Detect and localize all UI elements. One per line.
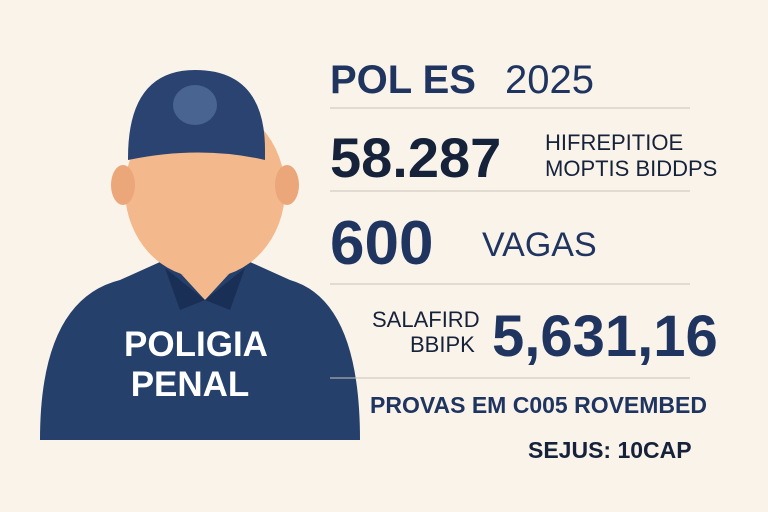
officer-figure [40,70,360,440]
stat-label: BBIPK [410,332,475,357]
stat-label: HIFREPITIOE [545,130,683,155]
stat-value: 58.287 [330,126,501,189]
stat-label: SALAFIRD [372,307,480,332]
footer-text: SEJUS: 10CAP [528,437,692,463]
stat-value: 5,631,16 [492,304,718,369]
stat-label: MOPTIS BIDDPS [545,156,717,181]
stat-value: 600 [330,209,433,278]
stat-label: VAGAS [482,226,597,264]
badge-text: POLIGIA [124,325,268,364]
badge-text: PENAL [131,365,250,404]
footer-text: PROVAS EM C005 ROVEMBED [370,392,707,418]
headline-title: POL ES [330,58,476,102]
headline-year: 2025 [505,58,594,102]
